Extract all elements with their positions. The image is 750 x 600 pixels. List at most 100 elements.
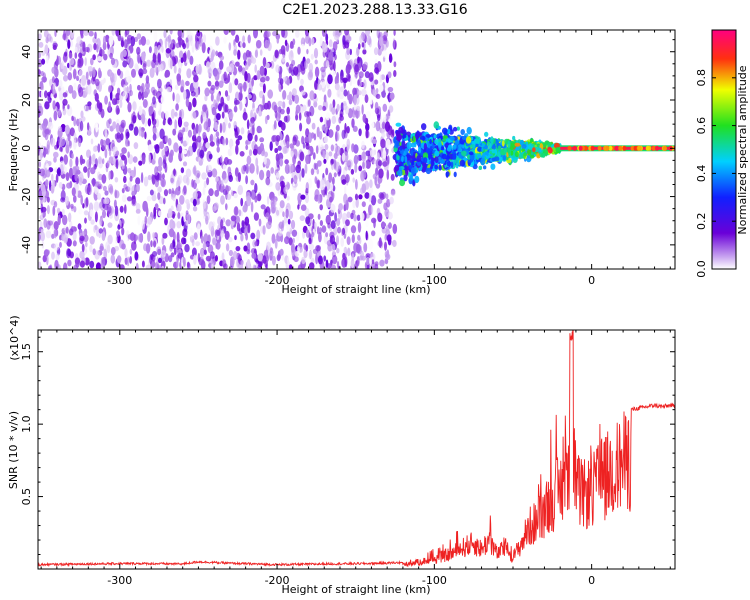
carrier-blob <box>583 145 588 151</box>
noise-blob <box>173 247 177 255</box>
band-blob <box>425 134 432 138</box>
noise-blob <box>313 101 318 108</box>
noise-blob <box>259 137 265 143</box>
noise-blob <box>185 135 190 145</box>
noise-blob <box>206 195 211 205</box>
noise-blob <box>392 39 397 50</box>
noise-blob <box>123 175 127 184</box>
noise-blob <box>163 197 166 205</box>
noise-blob <box>240 259 244 266</box>
band-blob <box>521 148 525 153</box>
noise-blob <box>38 90 41 98</box>
noise-blob <box>108 156 114 164</box>
noise-blob <box>345 63 351 75</box>
noise-blob <box>200 248 205 260</box>
noise-blob <box>314 66 320 78</box>
noise-blob <box>242 52 248 61</box>
noise-blob <box>214 70 220 82</box>
noise-blob <box>154 203 159 211</box>
noise-blob <box>106 204 112 215</box>
noise-blob <box>141 154 146 165</box>
noise-blob <box>131 185 137 196</box>
noise-blob <box>365 128 369 139</box>
noise-blob <box>224 52 230 61</box>
noise-blob <box>233 206 239 216</box>
noise-blob <box>332 185 336 192</box>
noise-blob <box>361 140 365 150</box>
noise-blob <box>194 138 198 149</box>
noise-blob <box>265 176 271 186</box>
noise-blob <box>353 214 357 222</box>
noise-blob <box>386 234 392 242</box>
band-blob <box>518 153 522 159</box>
noise-blob <box>79 250 85 259</box>
noise-blob <box>262 57 267 67</box>
noise-blob <box>102 185 107 192</box>
band-blob <box>455 162 459 169</box>
band-blob <box>450 161 454 169</box>
noise-blob <box>222 164 228 172</box>
noise-blob <box>197 252 201 263</box>
noise-blob <box>243 81 247 92</box>
noise-blob <box>330 203 336 213</box>
noise-blob <box>379 259 385 267</box>
noise-blob <box>168 255 173 263</box>
noise-blob <box>87 66 93 72</box>
y-tick-label: -20 <box>20 188 33 206</box>
noise-blob <box>97 156 102 165</box>
noise-blob <box>45 169 51 178</box>
noise-blob <box>76 75 80 82</box>
noise-blob <box>238 91 243 102</box>
noise-blob <box>233 193 238 199</box>
noise-blob <box>314 59 318 65</box>
noise-blob <box>61 214 68 226</box>
noise-blob <box>106 160 110 168</box>
noise-blob <box>353 94 357 106</box>
carrier-blob <box>567 145 572 151</box>
noise-blob <box>260 76 266 83</box>
band-blob <box>487 141 490 146</box>
noise-blob <box>219 183 225 193</box>
noise-blob <box>235 246 241 252</box>
noise-blob <box>116 230 120 237</box>
noise-blob <box>346 160 352 168</box>
noise-blob <box>135 65 139 72</box>
noise-blob <box>94 158 98 168</box>
noise-blob <box>77 63 82 69</box>
noise-blob <box>198 36 203 47</box>
noise-blob <box>40 184 46 192</box>
noise-blob <box>266 169 271 179</box>
noise-blob <box>147 231 151 243</box>
band-blob <box>510 150 514 156</box>
noise-blob <box>165 48 172 54</box>
noise-blob <box>67 104 70 110</box>
noise-blob <box>80 195 83 205</box>
noise-blob <box>46 205 50 215</box>
noise-blob <box>154 166 159 176</box>
noise-blob <box>354 108 361 119</box>
noise-blob <box>205 142 210 149</box>
noise-blob <box>159 63 164 72</box>
noise-blob <box>148 105 154 115</box>
noise-blob <box>119 205 124 213</box>
noise-blob <box>237 135 243 141</box>
noise-blob <box>230 256 235 267</box>
noise-blob <box>73 206 77 213</box>
noise-blob <box>90 219 95 225</box>
noise-blob <box>74 46 78 53</box>
noise-blob <box>336 235 339 246</box>
noise-blob <box>205 117 211 128</box>
noise-blob <box>352 125 358 132</box>
noise-blob <box>81 243 85 253</box>
noise-blob <box>266 196 270 205</box>
noise-blob <box>110 57 116 66</box>
band-blob <box>502 155 506 161</box>
noise-blob <box>309 90 315 101</box>
noise-blob <box>270 167 275 174</box>
noise-blob <box>104 197 110 205</box>
chart-title: C2E1.2023.288.13.33.G16 <box>282 2 468 18</box>
noise-blob <box>373 47 379 56</box>
noise-blob <box>42 254 47 263</box>
noise-blob <box>191 247 197 257</box>
spectrogram-frame <box>37 29 676 270</box>
